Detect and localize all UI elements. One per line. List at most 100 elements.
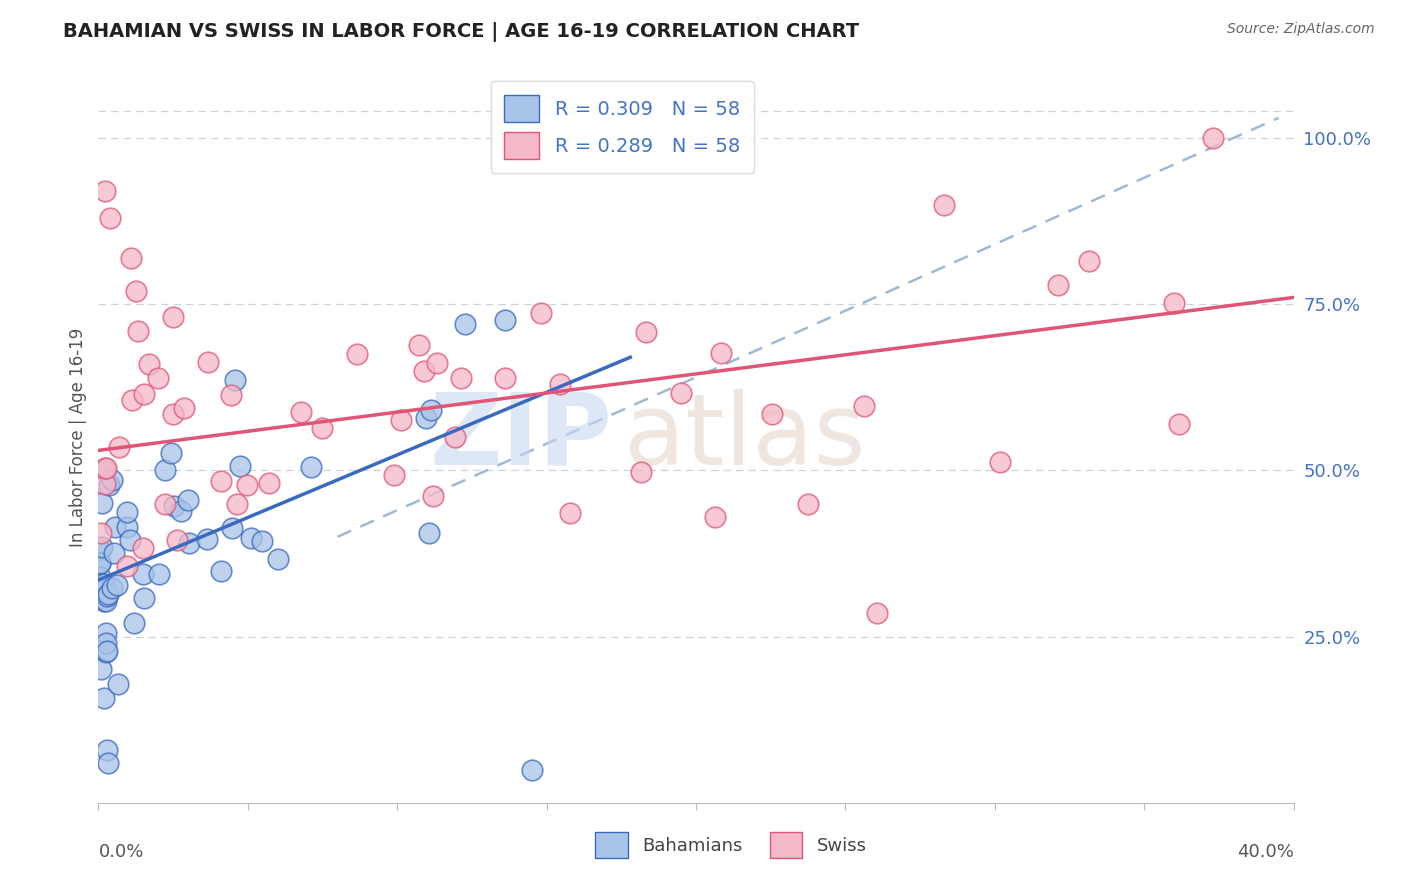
Point <box>97 587 120 601</box>
Point <box>419 403 441 417</box>
Point <box>89 557 111 571</box>
Point <box>162 407 184 421</box>
Point <box>311 421 333 435</box>
Point <box>932 198 955 212</box>
Point <box>138 357 160 371</box>
Point <box>94 626 117 640</box>
Point <box>93 577 115 591</box>
Point <box>228 458 250 473</box>
Point <box>91 577 114 591</box>
Point <box>520 763 543 777</box>
Legend: Bahamians, Swiss: Bahamians, Swiss <box>588 825 875 865</box>
Point <box>704 509 727 524</box>
Point <box>389 413 412 427</box>
Point <box>89 543 111 558</box>
Point <box>132 591 155 606</box>
Point <box>866 607 889 621</box>
Point <box>761 407 783 421</box>
Point <box>96 461 118 475</box>
Point <box>121 392 143 407</box>
Point <box>108 440 131 454</box>
Point <box>122 616 145 631</box>
Point <box>219 387 242 401</box>
Point <box>115 504 138 518</box>
Point <box>221 521 243 535</box>
Point <box>299 460 322 475</box>
Point <box>267 552 290 566</box>
Point <box>209 564 232 578</box>
Point <box>153 463 176 477</box>
Point <box>97 756 120 770</box>
Point <box>120 533 142 548</box>
Point <box>1202 131 1225 145</box>
Point <box>94 463 117 477</box>
Point <box>454 317 477 331</box>
Point <box>413 364 436 378</box>
Text: BAHAMIAN VS SWISS IN LABOR FORCE | AGE 16-19 CORRELATION CHART: BAHAMIAN VS SWISS IN LABOR FORCE | AGE 1… <box>63 22 859 42</box>
Point <box>236 478 259 492</box>
Point <box>127 324 149 338</box>
Point <box>1168 417 1191 431</box>
Point <box>1077 254 1099 268</box>
Point <box>132 387 155 401</box>
Point <box>418 525 440 540</box>
Point <box>1163 296 1185 310</box>
Point <box>104 519 127 533</box>
Point <box>166 533 188 547</box>
Point <box>90 663 112 677</box>
Point <box>426 356 449 370</box>
Point <box>548 376 571 391</box>
Point <box>107 677 129 691</box>
Point <box>1046 278 1069 293</box>
Point <box>160 446 183 460</box>
Legend: R = 0.309   N = 58, R = 0.289   N = 58: R = 0.309 N = 58, R = 0.289 N = 58 <box>491 81 754 173</box>
Point <box>797 497 820 511</box>
Point <box>408 338 430 352</box>
Point <box>415 411 437 425</box>
Point <box>89 581 111 595</box>
Point <box>100 473 122 487</box>
Point <box>494 371 516 385</box>
Point <box>530 306 553 320</box>
Point <box>443 429 465 443</box>
Point <box>422 489 444 503</box>
Point <box>290 405 312 419</box>
Point <box>226 497 249 511</box>
Text: Source: ZipAtlas.com: Source: ZipAtlas.com <box>1227 22 1375 37</box>
Text: ZIP: ZIP <box>429 389 613 485</box>
Point <box>146 370 169 384</box>
Point <box>257 475 280 490</box>
Point <box>853 399 876 413</box>
Point <box>558 506 581 520</box>
Point <box>634 325 657 339</box>
Point <box>93 691 115 706</box>
Point <box>115 559 138 574</box>
Text: 0.0%: 0.0% <box>98 843 143 861</box>
Point <box>90 525 112 540</box>
Point <box>120 251 142 265</box>
Point <box>96 742 118 756</box>
Point <box>173 401 195 415</box>
Point <box>96 589 118 603</box>
Text: 40.0%: 40.0% <box>1237 843 1294 861</box>
Point <box>90 540 112 554</box>
Point <box>96 644 118 658</box>
Point <box>224 373 246 387</box>
Point <box>89 570 111 584</box>
Point <box>98 211 121 225</box>
Point <box>163 499 186 513</box>
Point <box>177 536 200 550</box>
Point <box>346 347 368 361</box>
Point <box>93 594 115 608</box>
Point <box>101 581 124 595</box>
Point <box>94 184 117 198</box>
Point <box>709 345 731 359</box>
Point <box>177 492 200 507</box>
Point <box>209 474 232 488</box>
Point <box>170 504 193 518</box>
Point <box>132 541 155 556</box>
Point <box>115 519 138 533</box>
Point <box>103 546 125 560</box>
Point <box>105 577 128 591</box>
Point <box>96 636 118 650</box>
